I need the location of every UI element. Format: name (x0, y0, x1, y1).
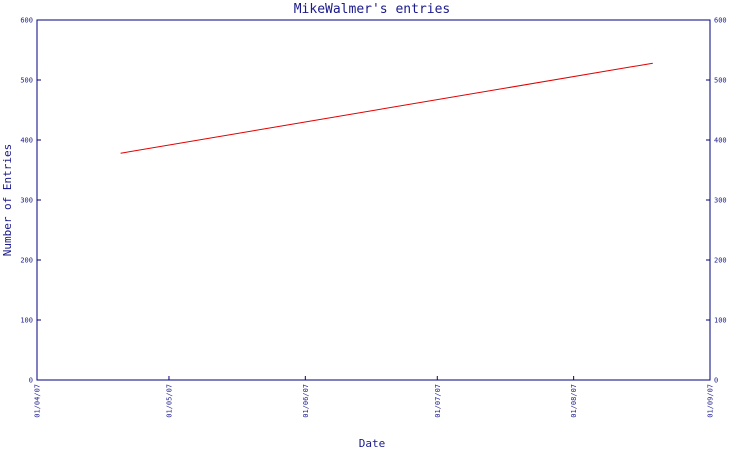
y-axis-left: 0 100 200 300 400 500 600 (20, 17, 41, 385)
y-tick-label-right: 400 (714, 137, 727, 145)
x-tick-label: 01/07/07 (434, 384, 442, 418)
y-tick-label-right: 200 (714, 257, 727, 265)
x-axis-label: Date (359, 437, 386, 450)
y-tick-label-right: 100 (714, 317, 727, 325)
y-tick-label-left: 0 (29, 377, 33, 385)
y-tick-label-left: 300 (20, 197, 33, 205)
x-tick-label: 01/09/07 (707, 384, 715, 418)
y-tick-label-left: 100 (20, 317, 33, 325)
series-layer (120, 62, 653, 154)
y-tick-label-left: 400 (20, 137, 33, 145)
y-tick-label-right: 600 (714, 17, 727, 25)
y-tick-label-left: 600 (20, 17, 33, 25)
series-line (120, 62, 653, 154)
y-axis-right: 0 100 200 300 400 500 600 (706, 17, 727, 385)
y-tick-label-right: 300 (714, 197, 727, 205)
y-axis-label: Number of Entries (1, 144, 14, 257)
x-axis: 01/04/07 01/05/07 01/06/07 01/07/07 01/08/07… (34, 376, 715, 418)
y-tick-label-left: 500 (20, 77, 33, 85)
y-tick-label-right: 500 (714, 77, 727, 85)
chart-title: MikeWalmer's entries (294, 2, 451, 17)
y-tick-label-left: 200 (20, 257, 33, 265)
x-tick-label: 01/05/07 (165, 384, 173, 418)
x-tick-label: 01/06/07 (302, 384, 310, 418)
plot-area (36, 19, 711, 381)
x-tick-label: 01/08/07 (570, 384, 578, 418)
y-tick-label-right: 0 (714, 377, 718, 385)
x-tick-label: 01/04/07 (34, 384, 42, 418)
